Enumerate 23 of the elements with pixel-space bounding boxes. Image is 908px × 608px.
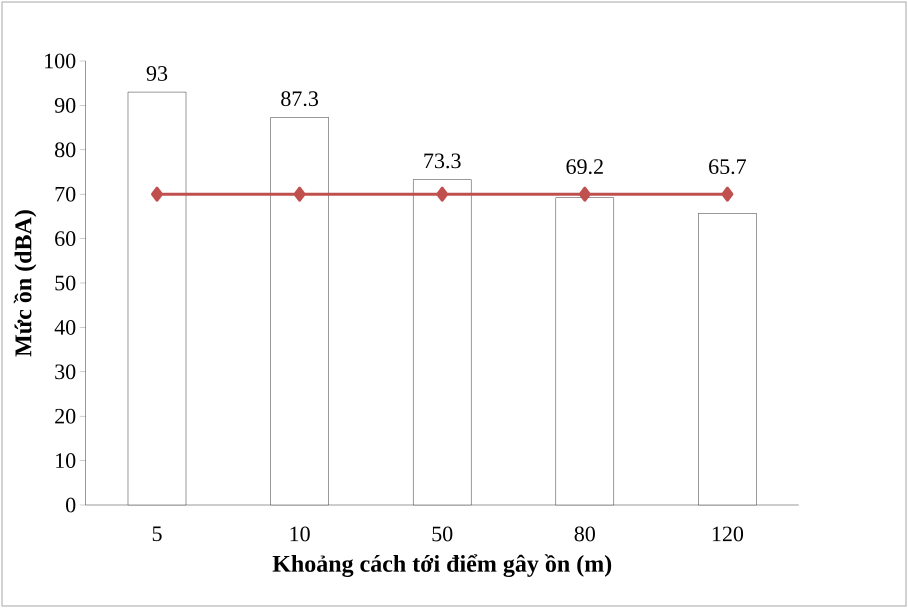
data-label: 93 xyxy=(146,66,168,81)
y-tick-label: 50 xyxy=(55,276,76,290)
x-tick-label: 80 xyxy=(574,526,595,542)
y-tick-label: 30 xyxy=(55,364,76,380)
x-tick-label: 5 xyxy=(152,526,162,542)
y-tick-label: 80 xyxy=(55,142,76,158)
y-tick-label: 40 xyxy=(54,320,76,335)
y-axis-title: Mức ồn (dBA) xyxy=(14,210,36,356)
y-tick-label: 10 xyxy=(56,453,76,468)
y-tick-label: 20 xyxy=(55,408,76,424)
data-label: 87.3 xyxy=(281,91,318,106)
y-tick-label: 0 xyxy=(66,498,76,512)
x-tick-label: 120 xyxy=(712,526,744,542)
y-tick-label: 100 xyxy=(45,54,76,68)
data-label: 65.7 xyxy=(709,159,746,174)
x-tick-label: 50 xyxy=(432,526,452,542)
x-axis-title: Khoảng cách tới điểm gây ồn (m) xyxy=(272,554,612,577)
data-label: 69.2 xyxy=(566,159,603,174)
y-tick-label: 70 xyxy=(56,186,76,202)
y-tick-label: 60 xyxy=(55,231,76,246)
data-label: 73.3 xyxy=(424,153,461,168)
y-tick-label: 90 xyxy=(54,98,76,113)
x-tick-label: 10 xyxy=(290,526,310,542)
